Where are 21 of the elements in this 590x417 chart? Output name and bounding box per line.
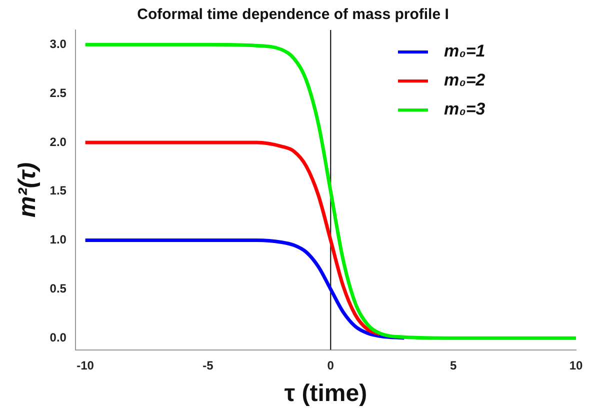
line-series <box>84 140 382 336</box>
chart-title: Coformal time dependence of mass profile I <box>137 6 449 24</box>
legend-label: m₀=3 <box>444 100 486 119</box>
y-tick-label: 1.0 <box>50 232 67 247</box>
y-tick-label: 3.0 <box>50 36 67 51</box>
legend-label: m₀=2 <box>444 70 486 90</box>
y-tick-label: 1.5 <box>50 184 67 198</box>
x-tick-label: -5 <box>202 358 214 372</box>
x-axis-title: τ (time) <box>284 380 368 408</box>
x-tick-label: -10 <box>76 358 94 372</box>
x-tick-label: 0 <box>327 358 334 372</box>
legend-label: m₀=1 <box>444 42 486 61</box>
y-tick-label: 2.5 <box>50 86 67 100</box>
y-axis-title: m²(τ) <box>14 162 42 218</box>
y-tick-label: 0.0 <box>50 330 67 344</box>
line-series <box>84 238 406 340</box>
line-series <box>84 42 576 340</box>
x-tick-label: 5 <box>450 358 457 372</box>
y-tick-label: 2.0 <box>50 134 67 149</box>
y-tick-label: 0.5 <box>50 281 67 296</box>
x-tick-label: 10 <box>569 358 583 372</box>
